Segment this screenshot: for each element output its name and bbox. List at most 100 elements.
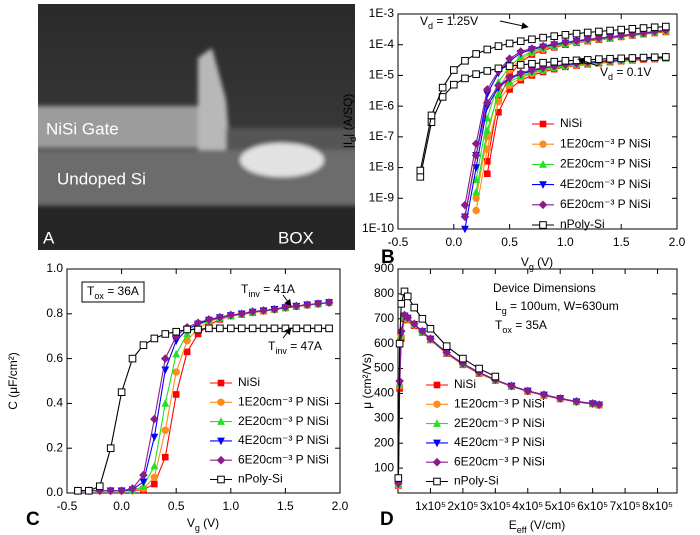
- y-tick-label: 600: [374, 336, 394, 350]
- data-point: [107, 445, 114, 452]
- data-point: [282, 325, 289, 332]
- subscript: eff: [517, 525, 527, 535]
- data-point: [217, 325, 224, 332]
- data-point: [596, 28, 603, 35]
- data-point: [428, 112, 435, 119]
- y-tick-label: 0.0: [46, 485, 63, 499]
- subscript: ox: [502, 325, 512, 335]
- y-tick-label: 400: [374, 386, 394, 400]
- data-point: [551, 33, 558, 40]
- data-point: [173, 368, 180, 375]
- legend-marker: [218, 476, 225, 483]
- legend-label: 2E20cm⁻³ P NiSi: [560, 157, 651, 171]
- text-part: V: [420, 14, 428, 28]
- data-point: [629, 25, 636, 32]
- data-point: [151, 335, 158, 342]
- data-point: [495, 43, 502, 50]
- text-part: = 47A: [287, 339, 322, 353]
- data-point: [238, 325, 245, 332]
- legend-label: 6E20cm⁻³ P NiSi: [454, 454, 545, 468]
- subscript: inv: [248, 289, 260, 299]
- data-point: [663, 54, 670, 61]
- legend-label: 2E20cm⁻³ P NiSi: [238, 414, 329, 428]
- data-point: [404, 293, 411, 300]
- annotation: Tinv = 47A: [268, 339, 322, 356]
- annotation: Vd = 0.1V: [600, 65, 651, 82]
- data-point: [249, 325, 256, 332]
- data-point: [411, 304, 418, 311]
- text-part: = 100um, W=630um: [507, 299, 619, 313]
- y-tick-label: 0.8: [46, 306, 63, 320]
- data-point: [629, 55, 636, 62]
- data-point: [395, 475, 402, 482]
- annotation: Lg = 100um, W=630um: [495, 299, 619, 316]
- x-tick-label: 1.0: [557, 235, 574, 249]
- data-point: [398, 301, 405, 308]
- text-part: = 36A: [104, 284, 139, 298]
- y-tick-label: 1E-6: [369, 98, 395, 112]
- x-tick-label: 1.5: [613, 235, 630, 249]
- y-tick-label: 1E-4: [369, 37, 395, 51]
- x-tick-label: 2.0: [669, 235, 686, 249]
- y-tick-label: 300: [374, 411, 394, 425]
- panel-label: A: [43, 228, 55, 247]
- text-part: = 1.25V: [433, 14, 478, 28]
- y-tick-label: 1E-7: [369, 129, 395, 143]
- data-point: [618, 55, 625, 62]
- legend-label: 6E20cm⁻³ P NiSi: [560, 197, 651, 211]
- data-point: [228, 325, 235, 332]
- legend-label: 1E20cm⁻³ P NiSi: [560, 136, 651, 150]
- y-tick-label: 700: [374, 311, 394, 325]
- x-tick-label: 0.0: [445, 235, 462, 249]
- data-point: [195, 326, 202, 333]
- data-point: [607, 55, 614, 62]
- data-point: [451, 67, 458, 74]
- data-point: [439, 84, 446, 91]
- x-axis-label: Vg (V): [187, 516, 219, 533]
- data-point: [540, 34, 547, 41]
- text-part: (V/cm): [527, 518, 566, 532]
- substrate-label: Undoped Si: [57, 169, 146, 188]
- y-tick-label: 0.4: [46, 396, 63, 410]
- data-point: [304, 325, 311, 332]
- annotation: Vd = 1.25V: [420, 14, 478, 31]
- legend-marker: [540, 121, 547, 128]
- data-point: [260, 325, 267, 332]
- data-point: [206, 325, 213, 332]
- data-point: [640, 54, 647, 61]
- x-axis-label: Vg (V): [521, 255, 553, 272]
- legend-label: nPoly-Si: [560, 217, 605, 231]
- x-tick-label: 3x10⁵: [480, 499, 511, 513]
- text-part: = 41A: [260, 282, 295, 296]
- data-point: [472, 188, 480, 196]
- legend-label: nPoly-Si: [238, 472, 283, 486]
- data-point: [417, 174, 424, 181]
- data-point: [506, 40, 513, 47]
- data-point: [529, 60, 536, 67]
- data-point: [118, 389, 125, 396]
- data-point: [293, 325, 300, 332]
- legend-marker: [433, 458, 442, 467]
- y-tick-label: 1E-9: [369, 190, 395, 204]
- legend-label: 4E20cm⁻³ P NiSi: [560, 177, 651, 191]
- data-point: [396, 340, 403, 347]
- legend-marker: [434, 478, 441, 485]
- y-axis-label: μ (cm²/Vs): [360, 353, 374, 409]
- data-point: [417, 167, 424, 174]
- data-point: [607, 27, 614, 34]
- data-point: [427, 325, 434, 332]
- y-tick-label: 1.0: [46, 261, 63, 275]
- data-point: [584, 29, 591, 36]
- text-part: (V): [534, 255, 553, 269]
- x-tick-label: 0.5: [501, 235, 518, 249]
- data-point: [551, 58, 558, 65]
- data-point: [573, 30, 580, 37]
- box-layer: [30, 205, 370, 255]
- legend-marker: [539, 141, 546, 148]
- data-point: [162, 427, 169, 434]
- y-tick-label: 100: [374, 460, 394, 474]
- annotation: Tinv = 41A: [241, 282, 295, 299]
- data-point: [517, 62, 524, 69]
- data-point: [618, 26, 625, 33]
- data-point: [460, 355, 467, 362]
